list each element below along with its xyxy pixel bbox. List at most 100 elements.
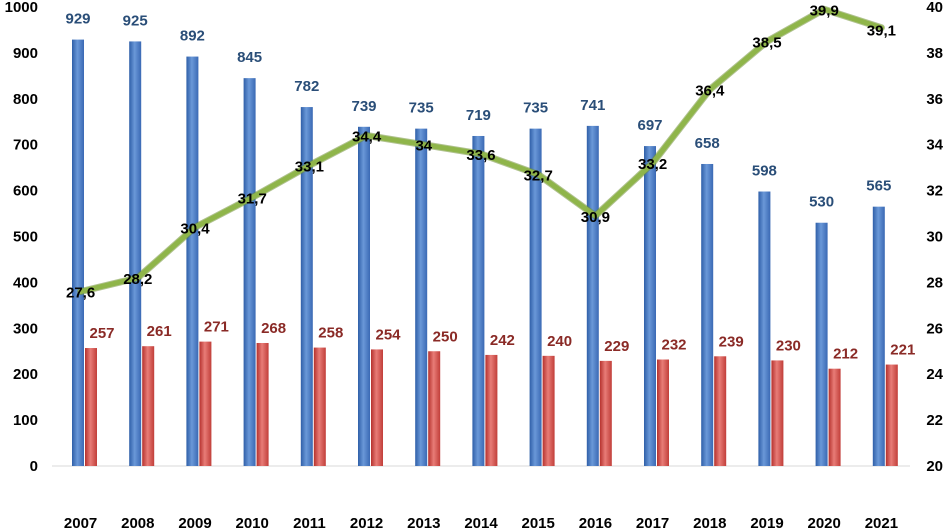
y-right-tick-label: 24: [926, 366, 943, 383]
bar-red: [599, 360, 612, 466]
bar-blue: [815, 222, 828, 466]
line-value-label: 39,9: [810, 2, 839, 19]
bar-blue: [758, 191, 771, 466]
bar-red-value-label: 250: [433, 328, 458, 345]
bar-blue-value-label: 892: [180, 28, 205, 45]
bar-red: [714, 356, 727, 466]
y-right-tick-label: 20: [926, 458, 943, 475]
series-red-bars: [85, 341, 898, 466]
bar-red-value-label: 261: [147, 323, 172, 340]
y-left-tick-label: 300: [13, 320, 38, 337]
bar-blue: [586, 125, 599, 467]
x-tick-label: 2021: [865, 515, 898, 532]
bar-red-value-label: 240: [547, 333, 572, 350]
line-value-label: 30,4: [180, 220, 210, 237]
line-value-label: 36,4: [695, 83, 725, 100]
bar-blue: [243, 78, 256, 467]
bar-blue-value-label: 741: [580, 97, 605, 114]
bar-red: [199, 341, 212, 466]
line-value-label: 33,1: [295, 158, 324, 175]
axes: 0100200300400500600700800900100020222426…: [5, 0, 944, 532]
y-left-tick-label: 200: [13, 366, 38, 383]
line-value-label: 39,1: [867, 23, 896, 40]
bar-red: [657, 359, 669, 466]
bar-blue: [872, 206, 885, 467]
bar-red-value-label: 268: [261, 320, 286, 337]
bar-blue-value-label: 719: [466, 107, 491, 124]
y-left-tick-label: 1000: [5, 0, 38, 16]
y-right-tick-label: 30: [926, 229, 943, 246]
bar-blue: [72, 39, 84, 467]
x-tick-label: 2011: [293, 515, 326, 532]
x-tick-label: 2014: [464, 515, 498, 532]
line-value-label: 34,4: [352, 129, 382, 146]
bar-blue: [358, 126, 370, 466]
bar-red-value-label: 258: [318, 325, 343, 342]
y-left-tick-label: 400: [13, 274, 38, 291]
bar-blue: [472, 135, 485, 466]
bar-blue-value-label: 739: [351, 98, 376, 115]
bar-blue-value-label: 925: [123, 12, 148, 29]
x-tick-label: 2015: [522, 515, 555, 532]
x-tick-label: 2010: [236, 515, 269, 532]
line-value-label: 30,9: [581, 209, 610, 226]
line-value-label: 38,5: [752, 34, 781, 51]
line-value-label: 33,6: [466, 147, 495, 164]
bar-blue-value-label: 530: [809, 194, 834, 211]
bar-red: [428, 351, 441, 466]
bar-red-value-label: 212: [833, 346, 858, 363]
bar-red-value-label: 271: [204, 319, 229, 336]
bar-red-value-label: 239: [719, 333, 744, 350]
bar-blue-value-label: 929: [65, 11, 90, 28]
y-left-tick-label: 100: [13, 412, 38, 429]
bar-blue-value-label: 735: [409, 100, 434, 117]
bar-blue-value-label: 697: [637, 117, 662, 134]
bar-red-value-label: 230: [776, 337, 801, 354]
bar-red: [771, 360, 784, 466]
bar-red: [313, 347, 326, 466]
x-tick-label: 2020: [808, 515, 841, 532]
x-tick-label: 2009: [178, 515, 211, 532]
y-right-tick-label: 28: [926, 274, 943, 291]
line-value-label: 34: [415, 138, 432, 155]
bar-red-value-label: 257: [89, 325, 114, 342]
bar-blue: [701, 163, 714, 466]
bar-blue-value-label: 598: [752, 163, 777, 180]
x-tick-label: 2008: [121, 515, 154, 532]
y-right-tick-label: 26: [926, 320, 943, 337]
bar-red: [885, 364, 898, 466]
x-tick-label: 2017: [636, 515, 669, 532]
series-line: [77, 5, 885, 296]
y-right-tick-label: 36: [926, 91, 943, 108]
bar-red: [256, 342, 269, 466]
y-right-tick-label: 34: [926, 137, 943, 154]
y-left-tick-label: 800: [13, 91, 38, 108]
bar-red-value-label: 242: [490, 332, 515, 349]
line-value-label: 31,7: [238, 190, 267, 207]
bar-blue: [186, 56, 199, 467]
y-left-tick-label: 700: [13, 137, 38, 154]
x-tick-label: 2013: [407, 515, 440, 532]
bar-red: [542, 355, 555, 466]
bar-blue-value-label: 565: [866, 178, 891, 195]
bar-blue: [529, 128, 542, 466]
bar-red: [485, 354, 498, 466]
bar-blue: [300, 107, 313, 466]
bar-blue: [644, 146, 656, 466]
line-value-label: 28,2: [123, 271, 152, 288]
line-value-label: 32,7: [524, 168, 553, 185]
x-tick-label: 2016: [579, 515, 612, 532]
y-left-tick-label: 500: [13, 229, 38, 246]
y-left-tick-label: 0: [30, 458, 38, 475]
data-labels: 929 257 925 261 892 271 845 268 782 258 739 254 735 2…: [65, 2, 915, 362]
y-right-tick-label: 38: [926, 45, 943, 62]
y-left-tick-label: 900: [13, 45, 38, 62]
bar-red: [828, 368, 841, 466]
bar-red-value-label: 232: [661, 337, 686, 354]
series-blue-bars: [72, 39, 885, 467]
bar-blue-value-label: 658: [695, 135, 720, 152]
bar-blue: [415, 128, 428, 466]
y-right-tick-label: 40: [926, 0, 943, 16]
y-left-tick-label: 600: [13, 183, 38, 200]
bar-red: [142, 346, 155, 466]
